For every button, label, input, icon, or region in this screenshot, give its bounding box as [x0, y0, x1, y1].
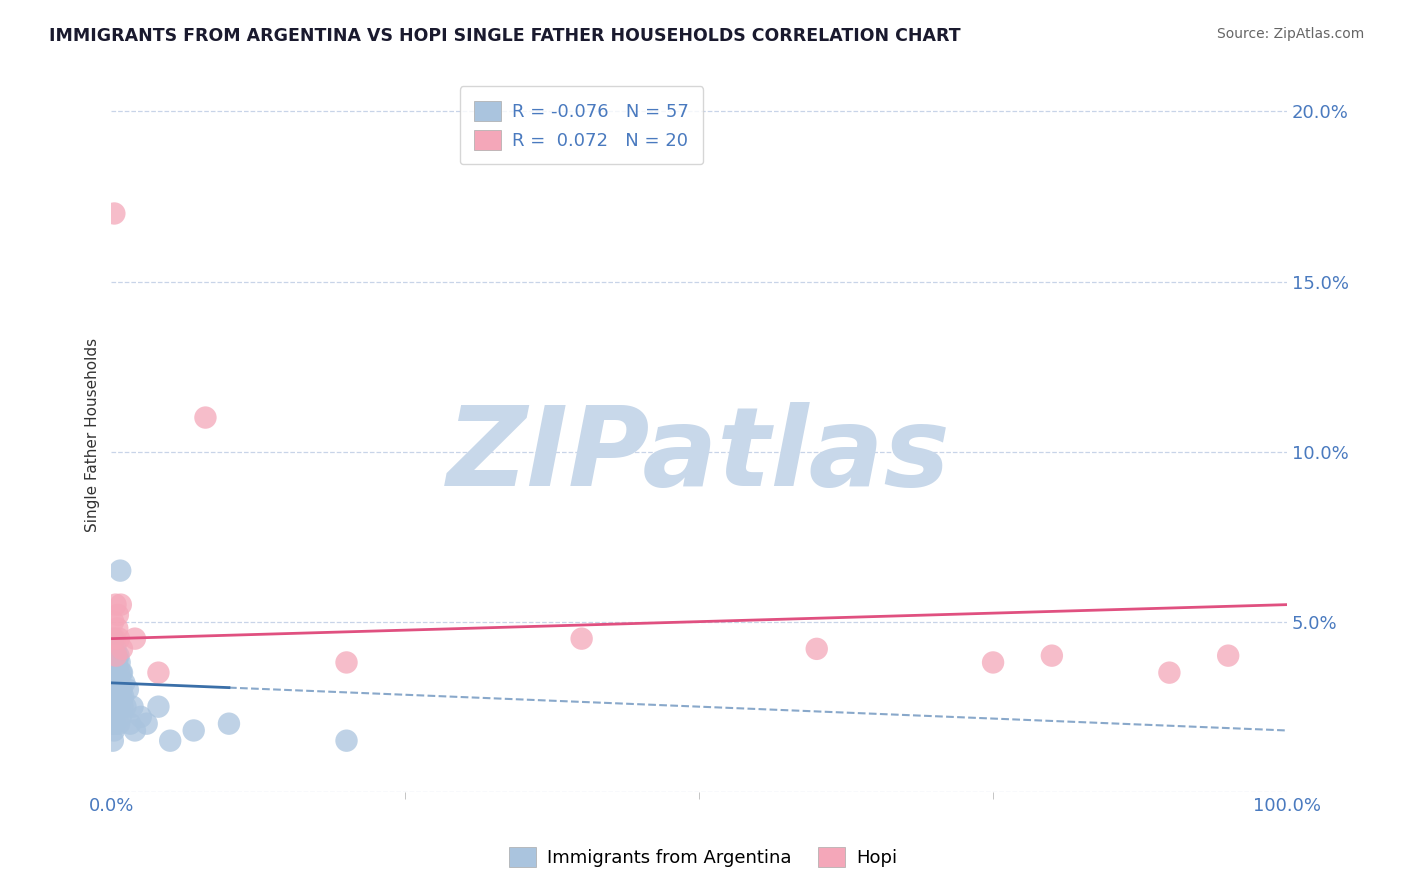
Point [104, 665, 127, 680]
Point [1159, 665, 1181, 680]
Point [110, 690, 132, 704]
Point [103, 206, 125, 220]
Point [105, 648, 128, 663]
Point [105, 648, 128, 663]
Point [124, 632, 146, 646]
Point [103, 710, 125, 724]
Point [101, 615, 124, 629]
Point [110, 710, 132, 724]
Point [101, 699, 124, 714]
Point [108, 665, 131, 680]
Point [111, 682, 134, 697]
Point [101, 682, 124, 697]
Y-axis label: Single Father Households: Single Father Households [86, 337, 100, 532]
Point [194, 410, 217, 425]
Point [101, 733, 124, 747]
Point [124, 723, 146, 738]
Point [101, 716, 124, 731]
Point [571, 632, 593, 646]
Point [111, 641, 134, 656]
Point [108, 656, 131, 670]
Point [114, 699, 136, 714]
Point [107, 607, 129, 622]
Point [104, 690, 127, 704]
Point [806, 641, 828, 656]
Point [107, 676, 129, 690]
Point [105, 690, 128, 704]
Legend: Immigrants from Argentina, Hopi: Immigrants from Argentina, Hopi [502, 839, 904, 874]
Point [121, 699, 143, 714]
Point [107, 648, 129, 663]
Point [104, 598, 127, 612]
Point [218, 716, 240, 731]
Point [183, 723, 205, 738]
Point [110, 598, 132, 612]
Point [107, 682, 129, 697]
Point [108, 682, 131, 697]
Point [107, 690, 129, 704]
Point [981, 656, 1004, 670]
Point [148, 699, 170, 714]
Point [104, 632, 127, 646]
Point [103, 676, 125, 690]
Point [111, 699, 134, 714]
Point [107, 699, 129, 714]
Point [110, 682, 132, 697]
Point [105, 676, 128, 690]
Text: IMMIGRANTS FROM ARGENTINA VS HOPI SINGLE FATHER HOUSEHOLDS CORRELATION CHART: IMMIGRANTS FROM ARGENTINA VS HOPI SINGLE… [49, 27, 960, 45]
Point [104, 716, 127, 731]
Point [108, 716, 131, 731]
Point [135, 716, 157, 731]
Point [105, 622, 128, 636]
Point [1218, 648, 1240, 663]
Point [103, 690, 125, 704]
Point [105, 699, 128, 714]
Point [101, 665, 124, 680]
Point [104, 641, 127, 656]
Point [105, 665, 128, 680]
Point [129, 710, 152, 724]
Point [112, 676, 135, 690]
Point [112, 690, 135, 704]
Point [104, 682, 127, 697]
Point [110, 564, 132, 578]
Point [108, 699, 131, 714]
Text: ZIPatlas: ZIPatlas [447, 402, 950, 509]
Legend: R = -0.076   N = 57, R =  0.072   N = 20: R = -0.076 N = 57, R = 0.072 N = 20 [460, 87, 703, 164]
Point [110, 665, 132, 680]
Point [104, 699, 127, 714]
Point [108, 632, 131, 646]
Point [148, 665, 170, 680]
Point [335, 733, 357, 747]
Point [1040, 648, 1063, 663]
Point [101, 632, 124, 646]
Point [105, 656, 128, 670]
Point [111, 665, 134, 680]
Point [103, 682, 125, 697]
Point [159, 733, 181, 747]
Text: Source: ZipAtlas.com: Source: ZipAtlas.com [1216, 27, 1364, 41]
Point [120, 716, 142, 731]
Point [117, 682, 139, 697]
Point [103, 723, 125, 738]
Point [103, 648, 125, 663]
Point [104, 656, 127, 670]
Point [335, 656, 357, 670]
